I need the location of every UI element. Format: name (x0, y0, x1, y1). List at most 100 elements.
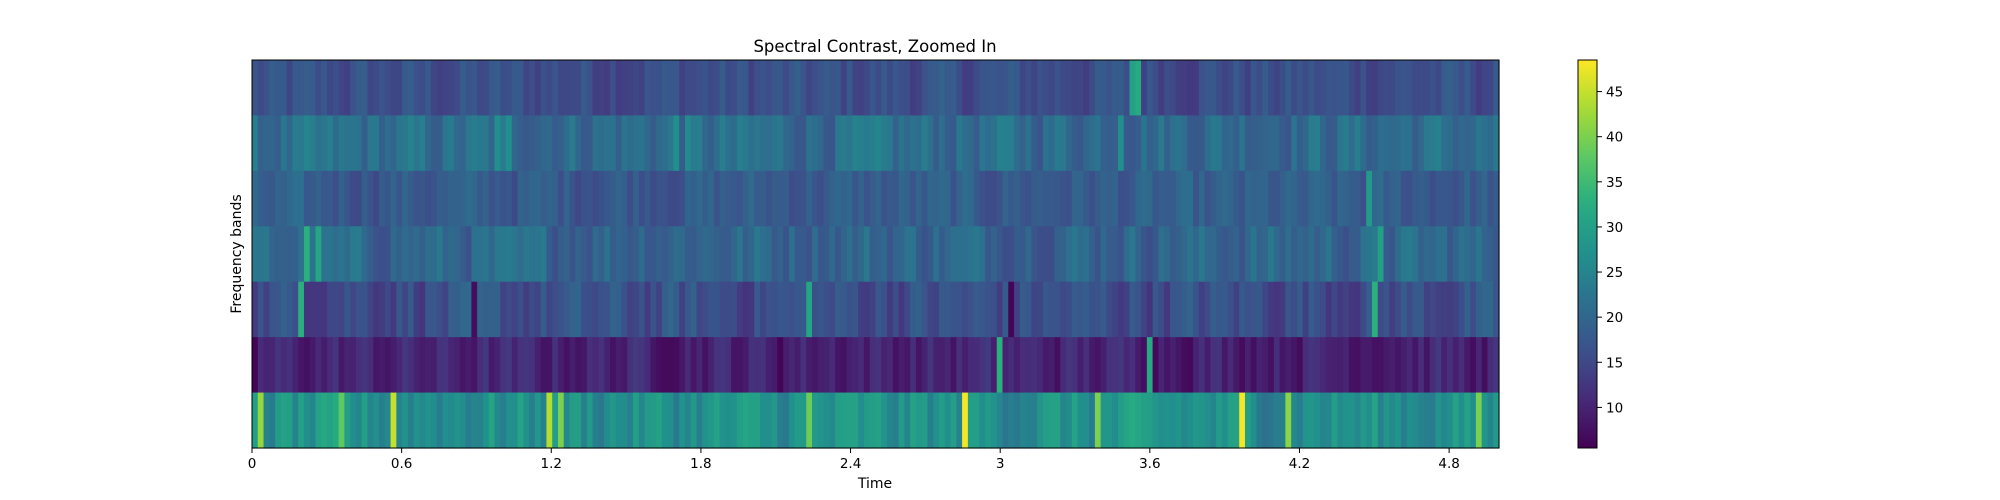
heatmap-cell (1377, 392, 1385, 449)
heatmap-cell (1320, 170, 1327, 227)
heatmap-cell (523, 337, 530, 394)
heatmap-cell (350, 60, 357, 117)
heatmap-cell (1331, 170, 1338, 227)
heatmap-cell (736, 226, 744, 283)
heatmap-cell (1146, 115, 1154, 172)
heatmap-cell (309, 392, 317, 449)
heatmap-cell (742, 281, 750, 338)
heatmap-cell (939, 281, 946, 338)
heatmap-cell (1037, 115, 1044, 172)
heatmap-cell (1129, 281, 1136, 338)
heatmap-cell (1025, 392, 1032, 449)
heatmap-cell (436, 60, 444, 117)
heatmap-cell (1233, 60, 1240, 117)
heatmap-cell (1250, 226, 1258, 283)
heatmap-cell (257, 170, 265, 227)
heatmap-cell (656, 281, 663, 338)
heatmap-cell (939, 60, 946, 117)
heatmap-cell (1279, 60, 1286, 117)
heatmap-cell (303, 170, 311, 227)
heatmap-cell (869, 226, 877, 283)
heatmap-cell (575, 170, 582, 227)
heatmap-cell (858, 226, 865, 283)
heatmap-cell (1470, 392, 1477, 449)
heatmap-cell (725, 226, 732, 283)
heatmap-cell (754, 115, 761, 172)
heatmap-cell (944, 226, 952, 283)
heatmap-cell (448, 226, 455, 283)
heatmap-cell (1366, 170, 1373, 227)
heatmap-cell (771, 60, 778, 117)
heatmap-cell (1389, 115, 1396, 172)
heatmap-cell (442, 226, 449, 283)
heatmap-cell (719, 115, 726, 172)
heatmap-cell (702, 226, 709, 283)
heatmap-cell (702, 115, 709, 172)
heatmap-cell (852, 60, 859, 117)
heatmap-cell (794, 337, 802, 394)
heatmap-cell (1233, 337, 1240, 394)
heatmap-cell (1054, 392, 1061, 449)
heatmap-cell (1187, 337, 1194, 394)
heatmap-cell (303, 226, 311, 283)
heatmap-cell (338, 337, 345, 394)
heatmap-cell (760, 226, 767, 283)
heatmap-cell (829, 170, 836, 227)
x-tick-label: 1.2 (541, 456, 562, 472)
heatmap-cell (829, 226, 836, 283)
heatmap-cell (835, 392, 842, 449)
heatmap-cell (650, 170, 657, 227)
heatmap-cell (396, 392, 403, 449)
heatmap-cell (1060, 392, 1067, 449)
heatmap-cell (430, 60, 438, 117)
heatmap-cell (667, 392, 675, 449)
heatmap-cell (1227, 115, 1235, 172)
heatmap-cell (933, 281, 940, 338)
heatmap-cell (823, 337, 830, 394)
heatmap-cell (1389, 60, 1396, 117)
heatmap-cell (1071, 60, 1079, 117)
heatmap-cell (1493, 281, 1500, 338)
heatmap-cell (1337, 337, 1344, 394)
heatmap-cell (1244, 392, 1252, 449)
heatmap-cell (881, 170, 888, 227)
heatmap-cell (419, 281, 426, 338)
heatmap-cell (280, 115, 288, 172)
heatmap-cell (344, 170, 351, 227)
heatmap-cell (1360, 337, 1367, 394)
heatmap-cell (667, 226, 675, 283)
heatmap-cell (1169, 115, 1177, 172)
heatmap-cell (719, 226, 726, 283)
heatmap-cell (563, 60, 571, 117)
heatmap-cell (373, 170, 380, 227)
heatmap-cell (771, 392, 778, 449)
heatmap-cell (690, 337, 698, 394)
heatmap-cell (892, 281, 900, 338)
heatmap-cell (1268, 115, 1275, 172)
heatmap-cell (557, 337, 565, 394)
colorbar-tick-label: 45 (1606, 85, 1623, 101)
heatmap-cell (500, 115, 507, 172)
heatmap-cell (875, 60, 882, 117)
heatmap-cell (1077, 226, 1084, 283)
heatmap-cell (563, 392, 571, 449)
heatmap-cell (1325, 170, 1333, 227)
heatmap-cell (269, 60, 276, 117)
heatmap-cell (921, 226, 929, 283)
heatmap-cell (742, 392, 750, 449)
heatmap-cell (708, 226, 715, 283)
heatmap-cell (1141, 115, 1148, 172)
heatmap-cell (298, 115, 305, 172)
heatmap-cell (1158, 281, 1165, 338)
heatmap-cell (731, 60, 738, 117)
heatmap-cell (563, 115, 571, 172)
heatmap-cell (552, 226, 559, 283)
heatmap-cell (1210, 281, 1217, 338)
heatmap-cell (858, 337, 865, 394)
heatmap-cell (1221, 392, 1229, 449)
heatmap-cell (748, 392, 755, 449)
heatmap-cell (488, 392, 496, 449)
colorbar-tick-label: 20 (1606, 310, 1623, 326)
heatmap-cell (425, 60, 432, 117)
heatmap-cell (725, 115, 732, 172)
